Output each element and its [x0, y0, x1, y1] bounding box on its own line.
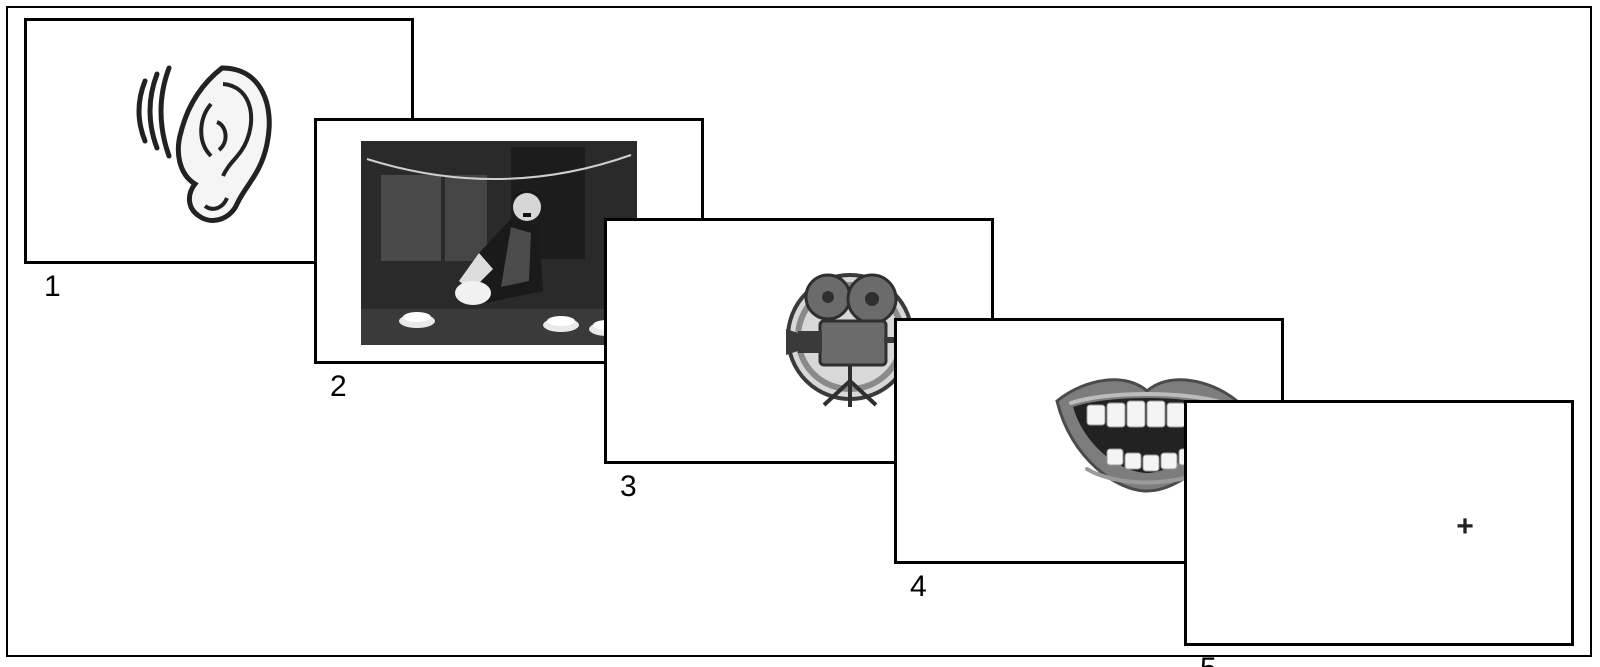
ear-icon: [127, 56, 277, 226]
panel-1-label: 1: [44, 270, 61, 304]
panel-5-label: 5: [1200, 652, 1217, 667]
photo-frame: [361, 141, 637, 345]
diagram-stage: 1: [0, 0, 1600, 667]
panel-5-frame: +: [1184, 400, 1574, 646]
panel-5: + 5: [1184, 400, 1574, 646]
panel-2-label: 2: [330, 370, 347, 404]
panel-4-label: 4: [910, 570, 927, 604]
cross-glyph: +: [1456, 512, 1474, 542]
fixation-cross: +: [1445, 507, 1485, 547]
panel-3-label: 3: [620, 470, 637, 504]
